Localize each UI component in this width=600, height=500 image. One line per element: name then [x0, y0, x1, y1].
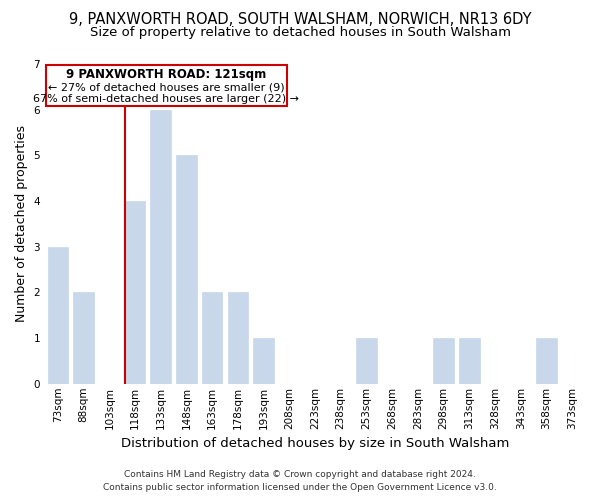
Bar — [202, 292, 223, 384]
FancyBboxPatch shape — [46, 65, 287, 106]
Bar — [536, 338, 557, 384]
Bar — [47, 246, 68, 384]
Bar — [356, 338, 377, 384]
Text: 9, PANXWORTH ROAD, SOUTH WALSHAM, NORWICH, NR13 6DY: 9, PANXWORTH ROAD, SOUTH WALSHAM, NORWIC… — [69, 12, 531, 28]
Text: ← 27% of detached houses are smaller (9): ← 27% of detached houses are smaller (9) — [48, 82, 284, 92]
Bar — [227, 292, 248, 384]
Bar — [433, 338, 454, 384]
X-axis label: Distribution of detached houses by size in South Walsham: Distribution of detached houses by size … — [121, 437, 509, 450]
Bar — [73, 292, 94, 384]
Text: 67% of semi-detached houses are larger (22) →: 67% of semi-detached houses are larger (… — [33, 94, 299, 104]
Text: 9 PANXWORTH ROAD: 121sqm: 9 PANXWORTH ROAD: 121sqm — [66, 68, 266, 81]
Bar — [125, 201, 145, 384]
Text: Contains HM Land Registry data © Crown copyright and database right 2024.
Contai: Contains HM Land Registry data © Crown c… — [103, 470, 497, 492]
Bar — [459, 338, 479, 384]
Bar — [253, 338, 274, 384]
Text: Size of property relative to detached houses in South Walsham: Size of property relative to detached ho… — [89, 26, 511, 39]
Bar — [151, 110, 171, 384]
Bar — [176, 156, 197, 384]
Y-axis label: Number of detached properties: Number of detached properties — [15, 126, 28, 322]
